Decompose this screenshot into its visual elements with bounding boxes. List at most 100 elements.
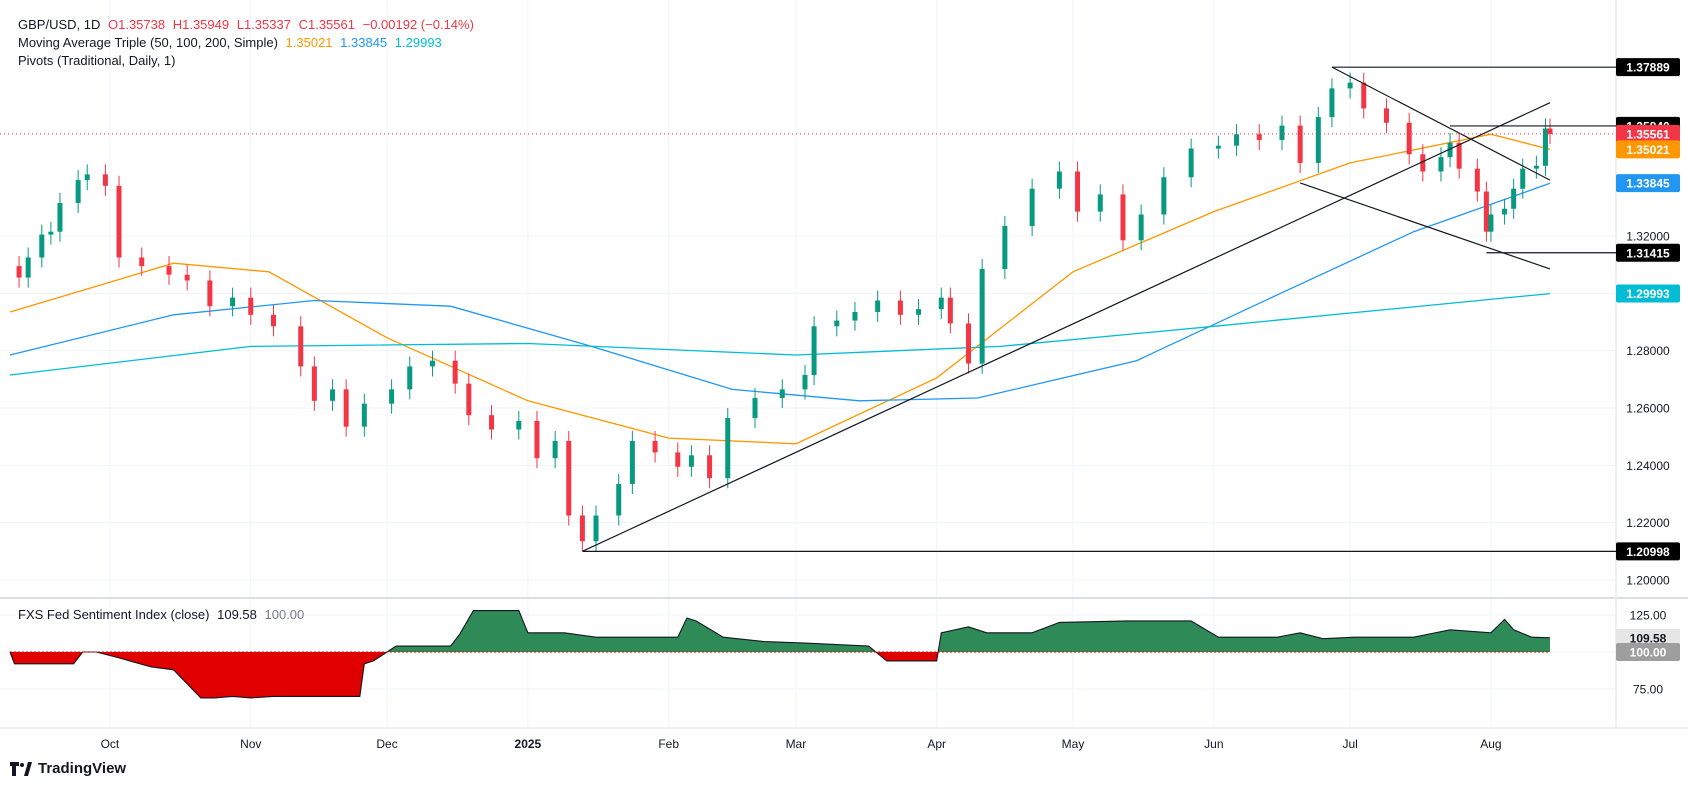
brand-label: TradingView <box>38 760 127 777</box>
candle-body <box>752 397 758 419</box>
indicator-legend: FXS Fed Sentiment Index (close) 109.58 1… <box>18 606 308 624</box>
candle-body <box>1256 134 1262 140</box>
candle-body <box>1547 128 1553 134</box>
price-tick-label: 1.32000 <box>1626 230 1670 244</box>
tradingview-logo[interactable]: TradingView <box>10 760 126 777</box>
pivots-legend: Pivots (Traditional, Daily, 1) <box>18 52 180 70</box>
candle-body <box>552 440 558 459</box>
price-tick-label: 1.22000 <box>1626 516 1670 530</box>
candle-body <box>725 418 731 479</box>
ma-title: Moving Average Triple (50, 100, 200, Sim… <box>18 35 278 50</box>
symbol-legend: GBP/USD, 1D O1.35738 H1.35949 L1.35337 C… <box>18 16 478 34</box>
candle-body <box>139 257 145 267</box>
candle-body <box>652 440 658 453</box>
candle-body <box>389 389 395 404</box>
close-value: C1.35561 <box>298 17 355 32</box>
open-value: O1.35738 <box>107 17 166 32</box>
time-tick-label: Oct <box>101 737 120 751</box>
pivot-label-box <box>1616 58 1680 77</box>
candle-body <box>1138 214 1144 241</box>
candle-body <box>343 389 349 427</box>
price-label-text: 1.35021 <box>1626 143 1670 157</box>
candle-body <box>330 389 336 401</box>
moving-averages <box>9 133 1551 445</box>
trend-line <box>1331 66 1551 181</box>
candle-body <box>1456 142 1462 169</box>
candle-body <box>675 452 681 467</box>
candle-body <box>1215 145 1221 149</box>
indicator-baseline-label: 100.00 <box>1630 646 1667 660</box>
candle-body <box>1279 125 1285 140</box>
candle-body <box>593 515 599 542</box>
candle-body <box>298 326 304 367</box>
candle-body <box>629 440 635 484</box>
candle-body <box>875 300 881 312</box>
time-tick-label: Dec <box>376 737 397 751</box>
pivot-label-box <box>1616 243 1680 262</box>
time-tick-label: Apr <box>927 737 946 751</box>
candle-body <box>48 231 54 235</box>
candle-body <box>1520 168 1526 189</box>
time-tick-label: Aug <box>1480 737 1501 751</box>
time-tick-label: 2025 <box>515 737 542 751</box>
candle-body <box>102 174 108 186</box>
candlesticks[interactable] <box>16 72 1553 552</box>
time-tick-label: Feb <box>658 737 679 751</box>
pivot-level-label: 1.20998 <box>1626 545 1670 559</box>
candle-body <box>811 326 817 376</box>
candle-body <box>1420 154 1426 172</box>
time-tick-label: Mar <box>786 737 807 751</box>
candle-body <box>16 266 22 278</box>
candle-body <box>688 455 694 467</box>
candle-body <box>1483 191 1489 232</box>
price-label-box <box>1616 284 1680 303</box>
pivot-level-label: 1.37889 <box>1626 61 1670 75</box>
candle-body <box>1120 194 1126 241</box>
candle-body <box>897 300 903 315</box>
candle-body <box>207 280 213 307</box>
candle-body <box>1511 188 1517 209</box>
price-label-box <box>1616 124 1680 143</box>
candle-body <box>916 309 922 315</box>
ma50-value: 1.35021 <box>285 35 333 50</box>
price-axis: 1.378891.358401.314151.209981.200001.220… <box>1616 58 1680 697</box>
symbol-label: GBP/USD, 1D <box>18 17 101 32</box>
ma200-value: 1.29993 <box>394 35 442 50</box>
candle-body <box>938 297 944 310</box>
pivot-level-label: 1.31415 <box>1626 246 1670 260</box>
indicator-tick-label: 125.00 <box>1630 609 1667 623</box>
ma100-line <box>9 182 1551 402</box>
candle-body <box>116 185 122 258</box>
candle-body <box>311 366 317 401</box>
candle-body <box>1474 168 1480 192</box>
candle-body <box>1406 122 1412 155</box>
candle-body <box>452 360 458 384</box>
price-label-text: 1.33845 <box>1626 177 1670 191</box>
time-tick-label: Nov <box>240 737 261 751</box>
candle-body <box>407 366 413 390</box>
candle-body <box>979 268 985 364</box>
trend-line <box>1299 182 1551 270</box>
candle-body <box>1029 188 1035 226</box>
candle-body <box>566 440 572 516</box>
tradingview-icon <box>10 761 32 776</box>
candle-body <box>1533 165 1539 169</box>
candle-body <box>230 297 236 307</box>
candle-body <box>1383 108 1389 123</box>
time-axis: Oct Nov Dec 2025 Feb Mar Apr May Jun Jul Aug <box>101 737 1502 751</box>
indicator-baseline: 100.00 <box>264 607 305 622</box>
price-label-box <box>1616 140 1680 159</box>
candle-body <box>1502 208 1508 215</box>
candle-body <box>1438 157 1444 172</box>
ma-legend: Moving Average Triple (50, 100, 200, Sim… <box>18 34 446 52</box>
candle-body <box>361 403 367 427</box>
candle-body <box>966 323 972 364</box>
ma50-line <box>9 133 1551 445</box>
candle-body <box>947 297 953 324</box>
price-tick-label: 1.26000 <box>1626 402 1670 416</box>
price-label-box <box>1616 174 1680 193</box>
candle-body <box>1361 82 1367 109</box>
trend-line <box>582 102 1551 552</box>
indicator-baseline-box <box>1616 643 1680 661</box>
